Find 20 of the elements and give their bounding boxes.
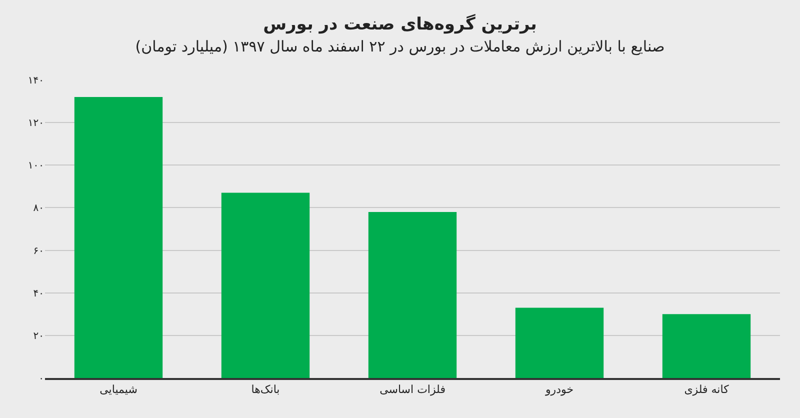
chart-subtitle: صنایع با بالاترین ارزش معاملات در بورس در ۲۲ اسفند ماه سال ۱۳۹۷ (میلیارد تومان) — [135, 37, 665, 56]
bar — [662, 314, 751, 378]
bar — [368, 212, 457, 378]
x-tick-label: شیمیایی — [100, 382, 138, 396]
y-tick-label: ۴۰ — [33, 288, 44, 300]
x-tick-label: بانک‌ها — [251, 382, 280, 396]
y-tick-label: ۱۲۰ — [28, 118, 44, 130]
bar — [74, 97, 163, 378]
y-tick-label: ۰ — [38, 374, 44, 384]
y-tick-label: ۱۰۰ — [28, 160, 44, 172]
x-tick-label: فلزات اساسی — [380, 382, 446, 396]
y-tick-label: ۲۰ — [33, 330, 44, 342]
x-tick-label: کانه فلزی — [684, 382, 730, 396]
y-tick-label: ۱۴۰ — [28, 76, 44, 86]
bar — [515, 308, 604, 378]
bar — [221, 192, 310, 378]
x-tick-label: خودرو — [544, 382, 574, 396]
y-tick-label: ۸۰ — [33, 203, 44, 214]
y-tick-label: ۶۰ — [33, 246, 44, 257]
chart-title: برترین گروه‌های صنعت در بورس — [263, 13, 537, 34]
